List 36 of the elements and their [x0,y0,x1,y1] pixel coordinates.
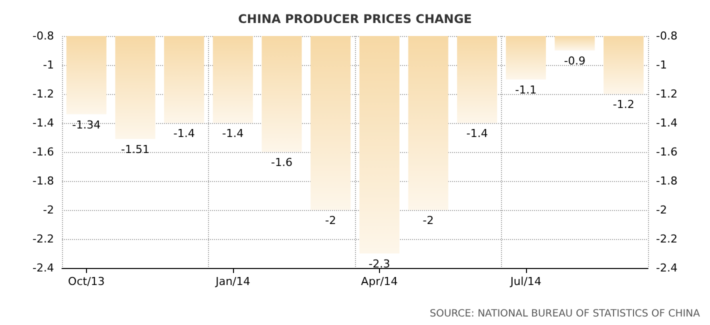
y2-tick-label: -1.4 [656,116,678,130]
y-tick-label: -2.2 [32,232,54,246]
y2-tick-label: -1 [656,58,667,72]
data-label: -1.4 [222,127,244,140]
data-label: -1.6 [271,156,292,169]
y-tick-label: -1.2 [32,88,54,100]
y2-tick-label: -1.8 [656,174,678,188]
y-tick-label: -1.6 [32,146,54,158]
x-tick-label: Jul/14 [509,275,542,288]
y-tick-label: -1.8 [32,174,54,188]
data-label: -2.3 [368,258,390,270]
data-label: -2 [325,214,336,227]
y2-tick-label: -1.6 [656,146,678,158]
data-label: -1.2 [612,98,634,111]
y-tick-label: -1.4 [32,116,54,130]
y-tick-label: -1 [43,58,54,72]
y2-tick-label: -2.2 [656,232,678,246]
data-label: -1.51 [121,142,150,156]
x-tick-label: Apr/14 [361,275,398,288]
y-tick-label: -2 [43,204,54,216]
data-label: -1.1 [515,84,537,96]
y2-tick-label: -0.8 [656,30,678,42]
x-tick-label: Jan/14 [214,275,250,288]
data-label: -1.34 [72,118,101,132]
data-label: -2 [422,214,434,227]
data-label: -0.9 [564,54,586,68]
data-label: -1.4 [173,127,195,140]
y2-tick-label: -2.4 [656,262,678,274]
x-tick-label: Oct/13 [68,275,105,288]
source-note: SOURCE: NATIONAL BUREAU OF STATISTICS OF CHINA [430,308,700,320]
y2-tick-label: -2 [656,204,667,216]
data-label: -1.4 [466,127,488,140]
y-tick-label: -2.4 [32,262,54,274]
y2-tick-label: -1.2 [656,88,678,100]
chart-title: CHINA PRODUCER PRICES CHANGE [238,12,472,26]
y-tick-label: -0.8 [32,30,54,42]
